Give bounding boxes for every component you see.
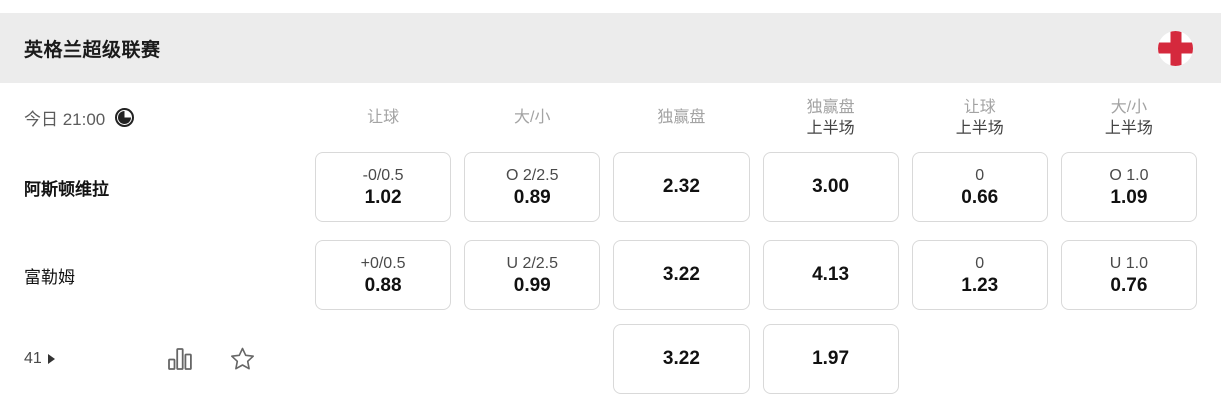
column-header-row: 今日 21:00 让球 大/小 独赢盘 独赢盘 上半场 让球 上半场 大/小 上… (0, 83, 1221, 152)
col-head-over-under: 大/小 (514, 109, 551, 126)
league-header: 英格兰超级联赛 (0, 13, 1221, 83)
col-head-handicap: 让球 (367, 109, 400, 126)
empty-cell (1061, 324, 1197, 394)
odds-home-handicap-1h[interactable]: 0 0.66 (911, 152, 1048, 222)
table-row-draw: 41 3.22 1.97 (0, 323, 1221, 395)
odds-away-over-under[interactable]: U 2/2.5 0.99 (464, 240, 601, 310)
empty-cell (315, 324, 451, 394)
favorite-button[interactable] (229, 346, 256, 372)
more-markets-button[interactable]: 41 (24, 350, 55, 368)
odds-away-handicap[interactable]: +0/0.5 0.88 (315, 240, 452, 310)
odds-home-over-under-1h[interactable]: O 1.0 1.09 (1060, 152, 1197, 222)
home-team-name: 阿斯顿维拉 (24, 179, 109, 199)
odds-away-moneyline[interactable]: 3.22 (613, 240, 750, 310)
col-head-over-under-1h: 大/小 上半场 (1104, 98, 1153, 137)
clock-icon (115, 108, 135, 127)
statistics-button[interactable] (167, 347, 193, 371)
odds-away-over-under-1h[interactable]: U 1.0 0.76 (1060, 240, 1197, 310)
empty-cell (912, 324, 1048, 394)
match-time: 今日 21:00 (24, 105, 302, 130)
chevron-right-icon (47, 354, 55, 364)
odds-home-handicap[interactable]: -0/0.5 1.02 (315, 152, 452, 222)
odds-away-handicap-1h[interactable]: 0 1.23 (911, 240, 1048, 310)
league-title: 英格兰超级联赛 (24, 39, 161, 61)
match-meta: 41 (24, 346, 302, 372)
match-time-label: 今日 21:00 (24, 110, 106, 129)
table-row-home: 阿斯顿维拉 -0/0.5 1.02 O 2/2.5 0.89 2.32 3.00… (0, 152, 1221, 222)
star-icon (230, 347, 254, 370)
odds-home-over-under[interactable]: O 2/2.5 0.89 (464, 152, 601, 222)
away-team-name: 富勒姆 (24, 267, 75, 287)
bar-chart-icon (167, 348, 192, 370)
odds-away-moneyline-1h[interactable]: 4.13 (762, 240, 899, 310)
col-head-moneyline: 独赢盘 (657, 109, 706, 126)
odds-home-moneyline[interactable]: 2.32 (613, 152, 750, 222)
col-head-handicap-1h: 让球 上半场 (955, 98, 1004, 137)
more-markets-count: 41 (24, 350, 42, 367)
col-head-moneyline-1h: 独赢盘 上半场 (806, 98, 855, 137)
england-flag-icon (1158, 30, 1193, 66)
table-row-away: 富勒姆 +0/0.5 0.88 U 2/2.5 0.99 3.22 4.13 0… (0, 240, 1221, 310)
odds-draw-moneyline-1h[interactable]: 1.97 (762, 324, 899, 394)
odds-home-moneyline-1h[interactable]: 3.00 (762, 152, 899, 222)
odds-draw-moneyline[interactable]: 3.22 (613, 324, 750, 394)
empty-cell (464, 324, 600, 394)
